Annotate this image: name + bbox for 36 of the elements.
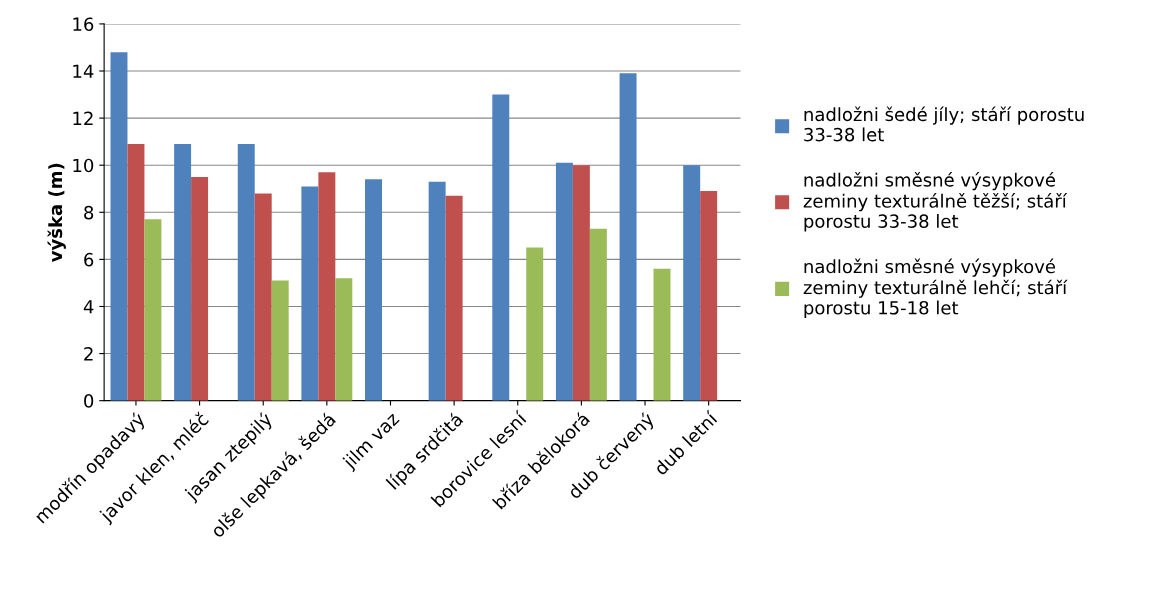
bar xyxy=(174,144,192,401)
bar xyxy=(700,191,718,401)
legend-label: nadložni směsné výsypkové zeminy texturálně lehčí; stáří porostu 15-18 let xyxy=(803,258,1068,319)
y-tick-label: 8 xyxy=(84,205,94,220)
y-axis-title: výška (m) xyxy=(47,163,66,263)
bar xyxy=(445,195,463,401)
bar xyxy=(653,268,671,401)
y-tick-label: 16 xyxy=(73,17,94,32)
bar xyxy=(526,247,544,401)
bar xyxy=(589,228,607,401)
bar xyxy=(110,52,128,401)
legend-label: nadložni směsné výsypkové zeminy texturálně těžší; stáří porostu 33-38 let xyxy=(803,172,1068,232)
bar xyxy=(191,176,209,401)
y-tick-label: 12 xyxy=(73,111,93,125)
bar xyxy=(428,181,446,401)
legend-label: nadložni šedé jíly; stáří porostu 33-38 let xyxy=(804,106,1084,142)
bar xyxy=(619,73,637,401)
bar xyxy=(254,193,272,401)
y-tick-label: 4 xyxy=(83,300,94,314)
y-tick-label: 10 xyxy=(73,158,94,173)
bar xyxy=(318,172,336,401)
bar xyxy=(301,186,319,401)
bar xyxy=(237,144,255,401)
y-tick-label: 0 xyxy=(84,394,94,408)
bar xyxy=(683,165,701,401)
bar xyxy=(365,179,382,401)
y-tick-label: 2 xyxy=(84,347,93,361)
y-tick-label: 6 xyxy=(84,252,94,267)
bar xyxy=(555,162,573,401)
bar xyxy=(144,219,162,401)
bar xyxy=(271,280,289,401)
y-tick-label: 14 xyxy=(73,64,94,78)
bar xyxy=(127,144,145,401)
bar xyxy=(572,165,590,401)
bar xyxy=(492,94,510,401)
bar xyxy=(335,278,353,401)
